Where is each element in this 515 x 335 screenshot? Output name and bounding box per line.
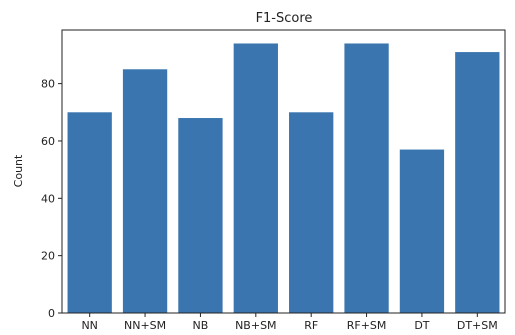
x-ticks-group: NN NN+SM NB NB+SM RF RF+SM DT DT+SM (81, 313, 498, 332)
bar-nn (67, 112, 112, 314)
y-ticks-group: 0 20 40 60 80 (41, 78, 62, 320)
y-axis-label: Count (12, 154, 25, 187)
bars-group (67, 43, 500, 314)
bar-nn-plus-sm (122, 69, 168, 313)
x-tick-label: DT (414, 319, 429, 332)
y-tick-label: 0 (48, 307, 55, 320)
bar-dt (399, 149, 445, 313)
bar-rf-plus-sm (344, 43, 389, 313)
y-tick-label: 40 (41, 192, 55, 205)
bar-rf (289, 112, 334, 314)
x-tick-label: RF+SM (347, 319, 387, 332)
y-tick-label: 80 (41, 78, 55, 91)
x-tick-label: NN (81, 319, 97, 332)
x-tick-label: NB+SM (235, 319, 276, 332)
x-tick-label: NN+SM (124, 319, 166, 332)
plot-frame (61, 29, 506, 314)
bar-nb-plus-sm (233, 43, 278, 313)
bar-dt-plus-sm (455, 52, 500, 314)
y-tick-label: 20 (41, 250, 55, 263)
x-tick-label: DT+SM (457, 319, 498, 332)
y-tick-label: 60 (41, 135, 55, 148)
x-tick-label: NB (193, 319, 209, 332)
chart-title: F1-Score (256, 11, 313, 26)
x-tick-label: RF (304, 319, 318, 332)
bar-nb (178, 118, 223, 313)
